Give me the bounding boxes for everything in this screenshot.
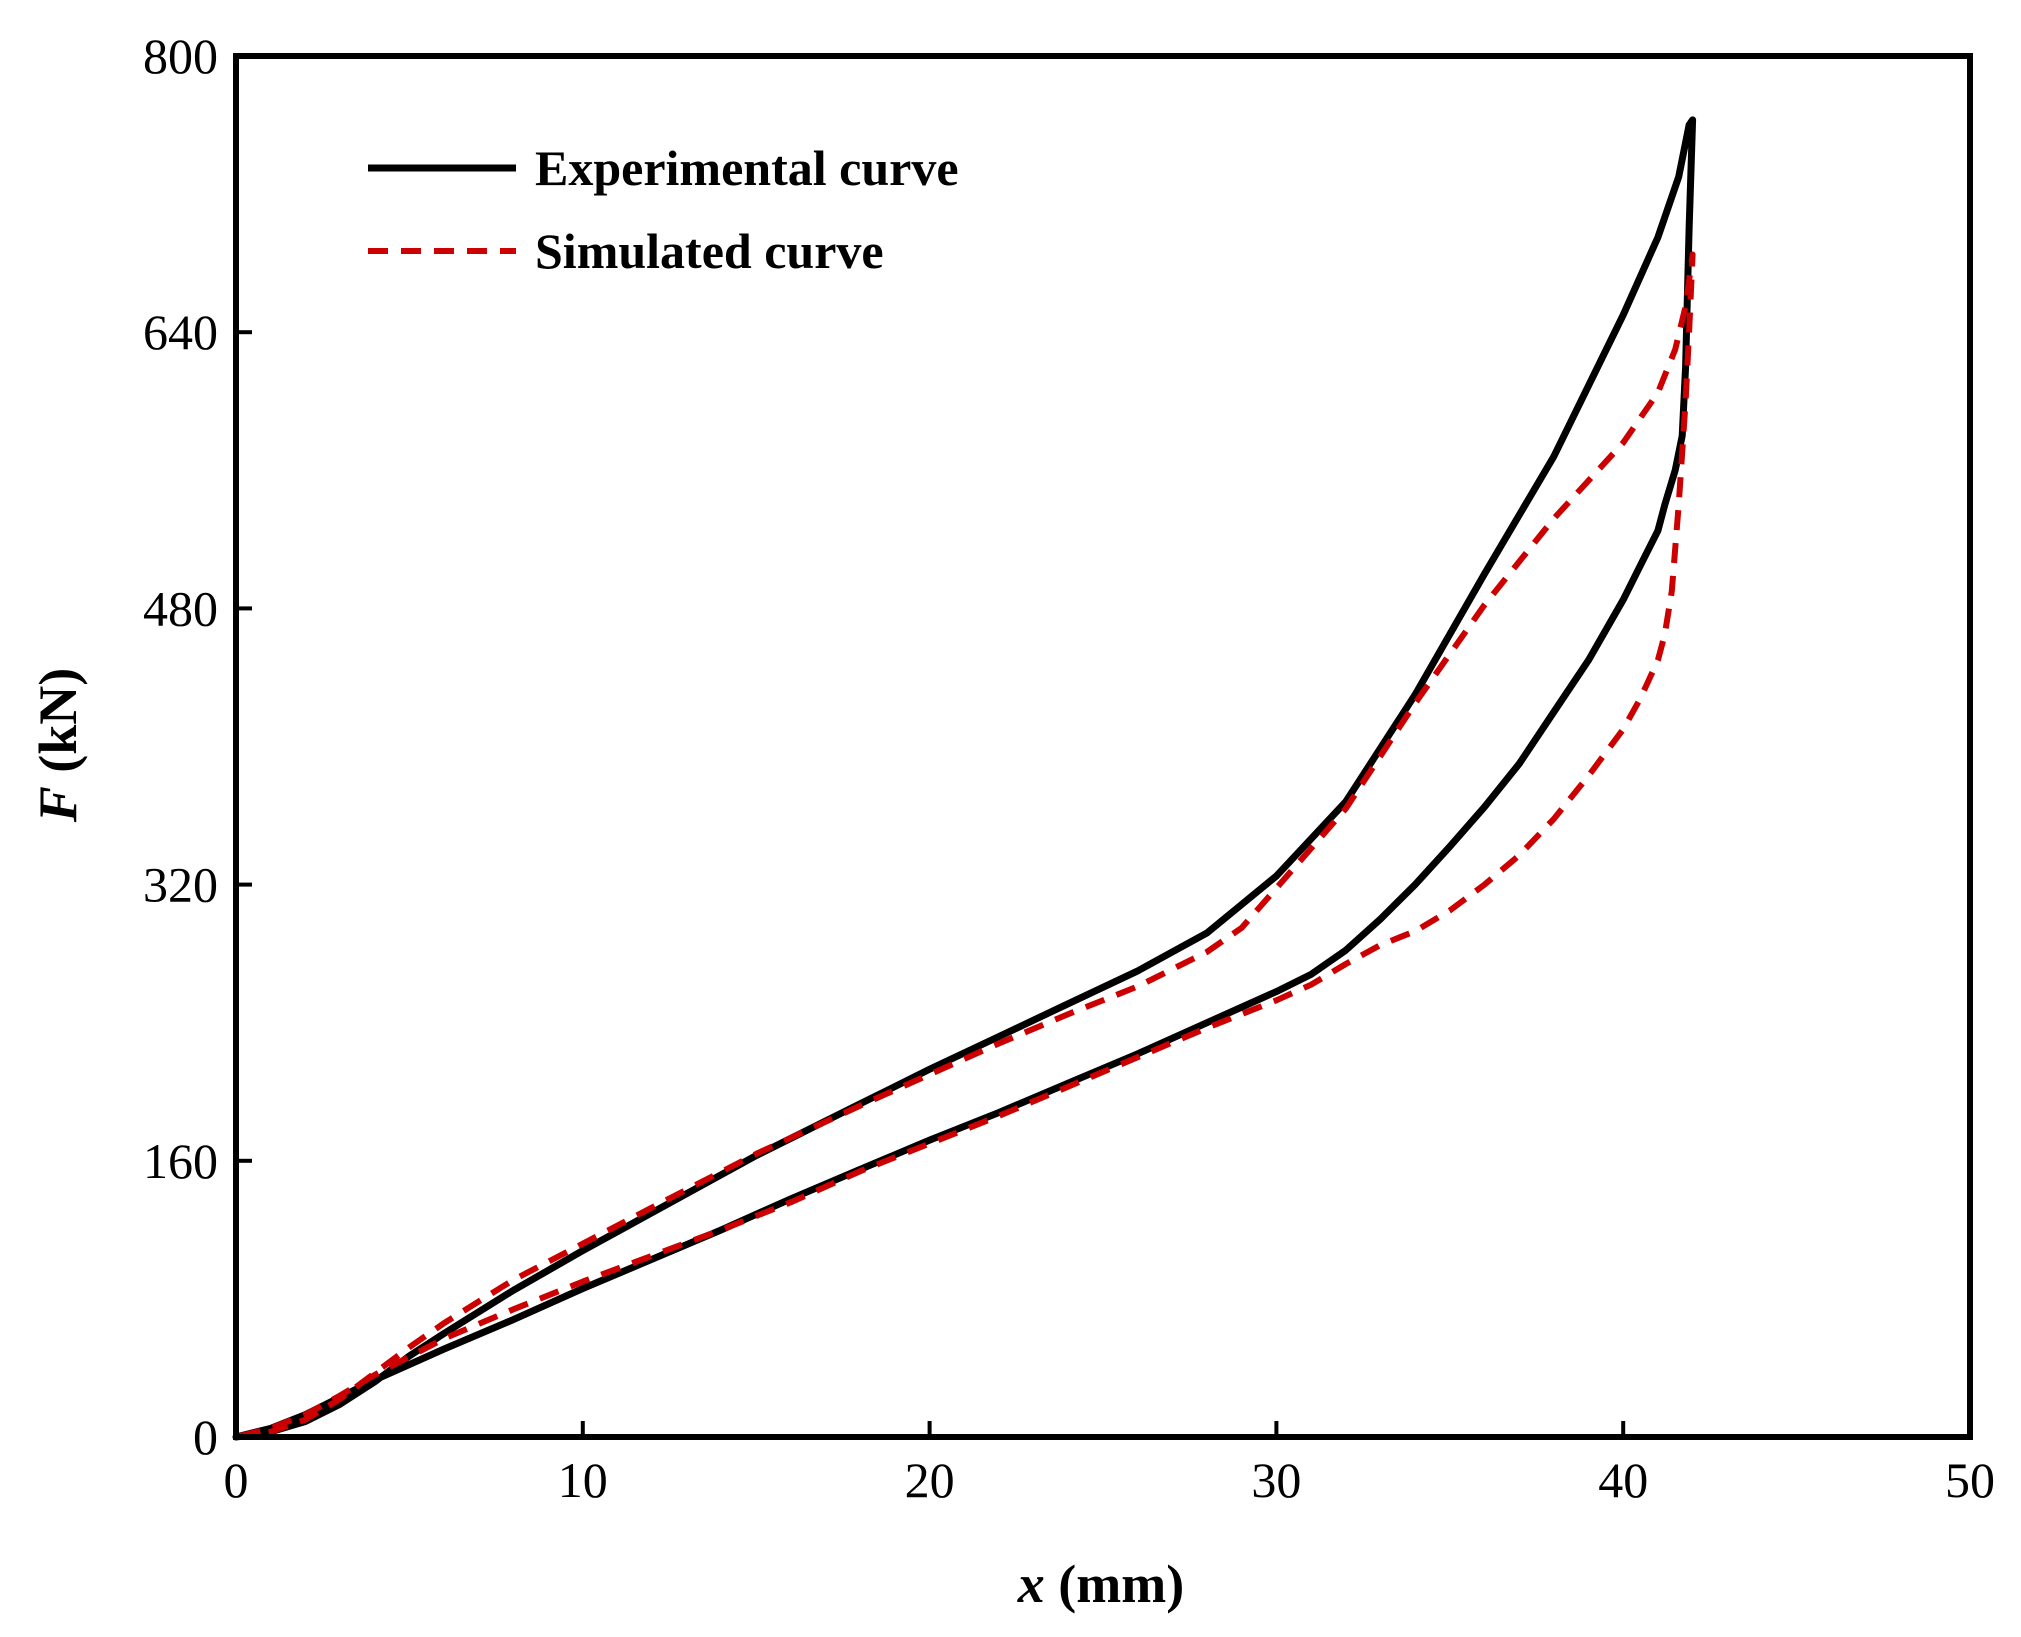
legend-label: Simulated curve bbox=[535, 223, 884, 279]
axis-layer: 0 10 20 30 40 50 0 160 320 480 640 800 bbox=[143, 28, 1995, 1508]
series-line-experimental bbox=[232, 116, 1697, 1441]
series-line-simulated bbox=[235, 251, 1696, 1440]
plot-frame bbox=[233, 53, 1973, 1440]
x-axis-var: x bbox=[1017, 1554, 1045, 1614]
y-tick-label: 160 bbox=[143, 1133, 218, 1189]
x-tick-label: 20 bbox=[905, 1452, 955, 1508]
x-tick-label: 50 bbox=[1945, 1452, 1995, 1508]
x-tick-label: 40 bbox=[1598, 1452, 1648, 1508]
legend-label: Experimental curve bbox=[535, 140, 959, 196]
plot-layer bbox=[232, 116, 1697, 1441]
y-tick-label: 480 bbox=[143, 580, 218, 636]
y-tick-label: 320 bbox=[143, 857, 218, 913]
y-axis-unit: (kN) bbox=[28, 668, 88, 787]
legend: Experimental curve Simulated curve bbox=[368, 140, 959, 279]
x-axis-title: x (mm) bbox=[1017, 1554, 1184, 1614]
y-axis-title: F (kN) bbox=[28, 668, 88, 824]
x-axis-unit: (mm) bbox=[1045, 1554, 1184, 1614]
x-tick-label: 10 bbox=[558, 1452, 608, 1508]
x-tick-label: 0 bbox=[224, 1452, 249, 1508]
x-tick-label: 30 bbox=[1251, 1452, 1301, 1508]
y-tick-label: 0 bbox=[193, 1409, 218, 1465]
y-tick-label: 640 bbox=[143, 304, 218, 360]
y-tick-label: 800 bbox=[143, 28, 218, 84]
y-axis-var: F bbox=[28, 786, 88, 823]
